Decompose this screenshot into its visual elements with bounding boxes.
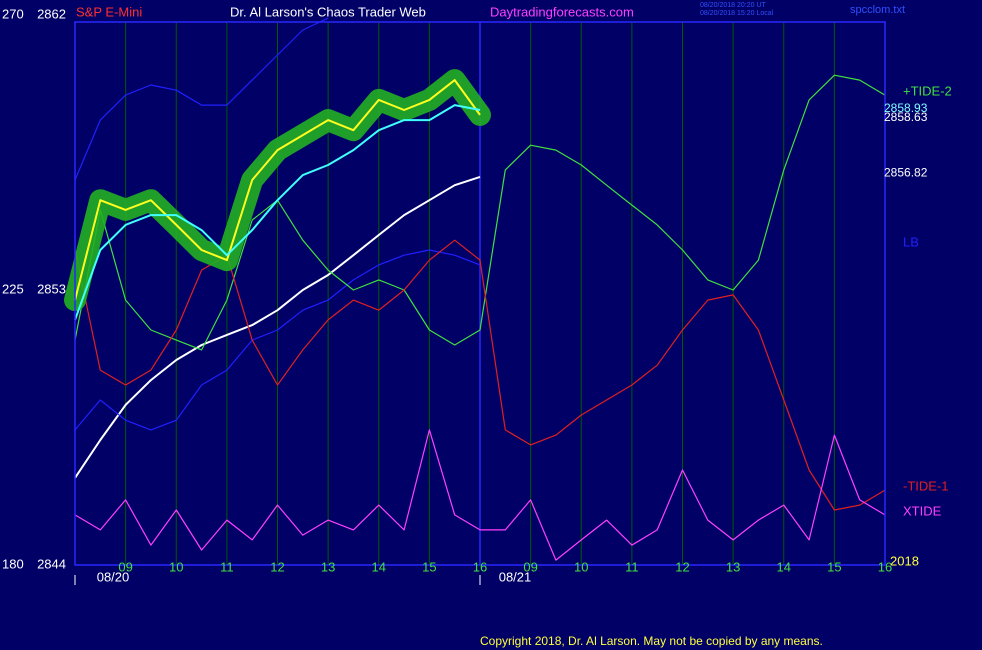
series-name: XTIDE [903,503,942,518]
plot-frame [74,21,886,566]
x-tick-label: 09 [118,559,132,574]
symbol: S&P E-Mini [76,4,142,19]
site: Daytradingforecasts.com [490,4,634,19]
series-line [74,79,481,301]
alt-y-tick-label: 270 [2,6,24,21]
date-label: 08/20 [97,569,130,584]
x-tick-label: 11 [625,559,639,574]
last-value-label: 2856.82 [884,165,928,179]
series-line [74,74,886,351]
x-tick-label: 12 [675,559,689,574]
timestamp: 08/20/2018 20:20 UT [700,2,766,9]
date-label: 08/21 [499,569,532,584]
alt-y-tick-label: 225 [2,281,24,296]
chart-title: Dr. Al Larson's Chaos Trader Web [230,4,426,19]
x-tick-label: 09 [523,559,537,574]
last-value-label: 2858.93 [884,101,928,115]
x-tick-label: 14 [777,559,791,574]
x-tick-label: 13 [726,559,740,574]
x-tick-label: 15 [422,559,436,574]
x-tick-label: 14 [372,559,386,574]
timestamp: 08/20/2018 15:20 Local [700,10,774,17]
x-tick-label: 12 [270,559,284,574]
copyright: Copyright 2018, Dr. Al Larson. May not b… [480,634,823,648]
x-tick-label: 10 [574,559,588,574]
y-tick-label: 2853 [37,281,66,296]
series-name: +TIDE-2 [903,83,952,98]
x-tick-label: 16 [473,559,487,574]
series-name: LB [903,234,919,249]
year-label: 2018 [890,553,919,568]
x-tick-label: 15 [827,559,841,574]
series-line [74,17,329,181]
alt-y-tick-label: 180 [2,556,24,571]
series-line [74,429,886,561]
last-value-label: 2858.63 [884,110,928,124]
series-line [74,104,481,321]
series-line [74,249,481,431]
x-tick-label: 13 [321,559,335,574]
x-tick-label: 11 [220,559,234,574]
series-name: -TIDE-1 [903,479,949,494]
plot-area [64,17,886,565]
x-tick-label: 10 [169,559,183,574]
series-line [74,175,481,479]
x-tick-label: 16 [878,559,892,574]
file-name: spcclom.txt [850,4,905,16]
y-tick-label: 2844 [37,556,66,571]
y-tick-label: 2862 [37,6,66,21]
